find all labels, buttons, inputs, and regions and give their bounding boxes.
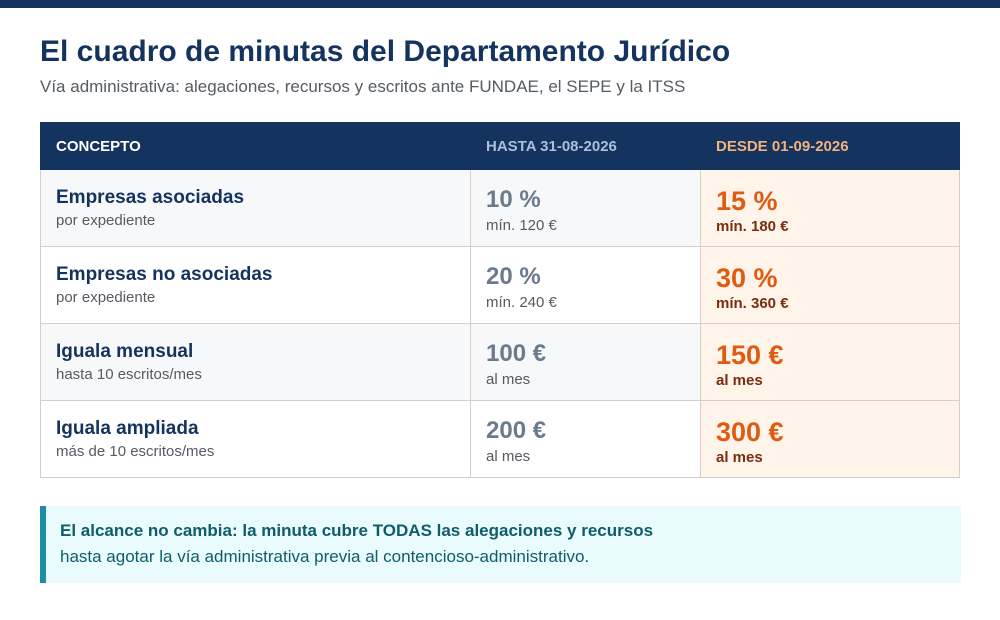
old-rate-note: mín. 240 €	[486, 294, 557, 311]
new-rate-value: 30 %	[716, 263, 778, 293]
new-rate-value: 15 %	[716, 186, 778, 216]
old-rate-cell: 20 % mín. 240 €	[470, 246, 701, 324]
concept-name: Empresas no asociadas	[56, 264, 273, 285]
old-rate-note: al mes	[486, 371, 531, 388]
callout-heading: El alcance no cambia: la minuta cubre TO…	[60, 521, 654, 540]
concept-note: por expediente	[56, 212, 156, 229]
header-row: CONCEPTO HASTA 31-08-2026 DESDE 01-09-20…	[40, 122, 960, 170]
old-rate-cell: 100 € al mes	[470, 323, 701, 401]
concept-cell: Empresas no asociadas por expediente	[40, 246, 471, 324]
concept-note: más de 10 escritos/mes	[56, 443, 215, 460]
new-rate-cell: 150 € al mes	[700, 323, 960, 401]
table-body: Empresas asociadas por expediente 10 % m…	[40, 169, 960, 478]
old-rate-note: mín. 120 €	[486, 217, 557, 234]
old-rate-cell: 200 € al mes	[470, 400, 701, 478]
old-rate-value: 200 €	[486, 417, 547, 444]
new-rate-cell: 300 € al mes	[700, 400, 960, 478]
page-subtitle: Vía administrativa: alegaciones, recurso…	[40, 77, 686, 96]
new-rate-value: 300 €	[716, 417, 784, 447]
callout-text: hasta agotar la vía administrativa previ…	[60, 547, 590, 566]
old-rate-cell: 10 % mín. 120 €	[470, 169, 701, 247]
concept-cell: Empresas asociadas por expediente	[40, 169, 471, 247]
concept-name: Empresas asociadas	[56, 187, 245, 208]
concept-name: Iguala mensual	[56, 341, 194, 362]
scope-callout: El alcance no cambia: la minuta cubre TO…	[40, 506, 961, 583]
table-row: Empresas asociadas por expediente 10 % m…	[40, 169, 960, 247]
old-rate-value: 10 %	[486, 186, 541, 213]
top-accent-bar	[0, 0, 1000, 8]
column-header-concept: CONCEPTO	[40, 122, 471, 170]
table-row: Iguala ampliada más de 10 escritos/mes 2…	[40, 400, 960, 478]
column-header-new-rate: DESDE 01-09-2026	[700, 122, 960, 170]
new-rate-note: mín. 180 €	[716, 218, 789, 235]
fee-table: CONCEPTO HASTA 31-08-2026 DESDE 01-09-20…	[40, 122, 960, 478]
table-row: Empresas no asociadas por expediente 20 …	[40, 246, 960, 324]
concept-note: hasta 10 escritos/mes	[56, 366, 202, 383]
concept-note: por expediente	[56, 289, 156, 306]
old-rate-value: 20 %	[486, 263, 541, 290]
concept-cell: Iguala ampliada más de 10 escritos/mes	[40, 400, 471, 478]
column-header-old-rate: HASTA 31-08-2026	[470, 122, 701, 170]
table-header: CONCEPTO HASTA 31-08-2026 DESDE 01-09-20…	[40, 122, 960, 170]
table-row: Iguala mensual hasta 10 escritos/mes 100…	[40, 323, 960, 401]
page-title: El cuadro de minutas del Departamento Ju…	[40, 35, 731, 68]
concept-cell: Iguala mensual hasta 10 escritos/mes	[40, 323, 471, 401]
new-rate-note: al mes	[716, 372, 763, 389]
old-rate-note: al mes	[486, 448, 531, 465]
old-rate-value: 100 €	[486, 340, 547, 367]
new-rate-value: 150 €	[716, 340, 784, 370]
concept-name: Iguala ampliada	[56, 418, 199, 439]
new-rate-note: mín. 360 €	[716, 295, 789, 312]
new-rate-note: al mes	[716, 449, 763, 466]
new-rate-cell: 15 % mín. 180 €	[700, 169, 960, 247]
new-rate-cell: 30 % mín. 360 €	[700, 246, 960, 324]
